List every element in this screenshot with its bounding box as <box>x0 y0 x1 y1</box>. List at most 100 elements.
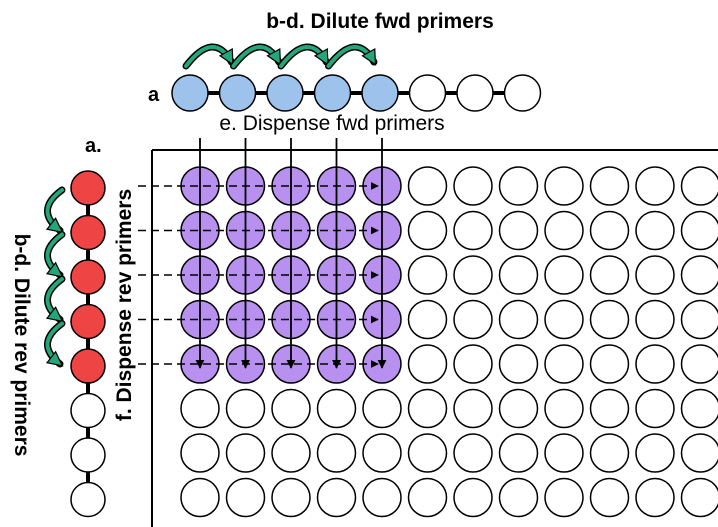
rev-strip-tube <box>70 214 106 251</box>
rev-strip-label: a. <box>85 135 102 157</box>
rev-strip-tube <box>70 481 106 518</box>
fwd-dilute-title: b-d. Dilute fwd primers <box>266 10 494 33</box>
plate-well <box>544 433 584 473</box>
dispense-lines <box>138 138 387 369</box>
plate-well <box>453 299 493 340</box>
plate-well <box>498 344 539 384</box>
rev-dilution-arrows <box>44 186 66 368</box>
rev-strip-tube <box>70 392 106 429</box>
plate-well <box>498 477 539 518</box>
plate-well <box>589 299 630 340</box>
plate-well <box>635 344 675 384</box>
plate-well <box>544 210 584 251</box>
fwd-strip-tube <box>313 74 352 112</box>
plate-well <box>225 433 266 473</box>
plate-well <box>635 477 675 518</box>
plate-well <box>316 388 357 429</box>
plate-well <box>362 388 402 429</box>
plate-well <box>498 299 539 340</box>
plate-well <box>453 210 493 251</box>
fwd-strip-tube <box>266 74 304 112</box>
rev-primer-strip <box>70 170 106 518</box>
plate-well <box>544 299 584 340</box>
plate-well <box>407 299 448 340</box>
rev-strip-tube <box>70 303 106 340</box>
plate-well <box>180 477 220 518</box>
rev-strip-tube <box>70 259 106 295</box>
plate-well <box>589 255 630 295</box>
plate-well <box>544 388 584 429</box>
plate-well <box>635 388 675 429</box>
dispense-rev-label: f. Dispense rev primers <box>113 189 136 421</box>
rev-dilution-arrow <box>44 275 66 323</box>
plate-well <box>680 388 718 429</box>
plate-well <box>498 210 539 251</box>
fwd-strip-tube <box>218 74 257 112</box>
plate-well <box>680 433 718 473</box>
plate-well <box>498 433 539 473</box>
plate-well <box>589 477 630 518</box>
rev-strip-tube <box>70 348 106 384</box>
fwd-dilution-arrow <box>325 43 378 70</box>
plate-well <box>407 433 448 473</box>
fwd-strip-tube <box>361 74 399 112</box>
plate-well <box>362 433 402 473</box>
fwd-dilution-arrow <box>277 43 330 70</box>
plate-well <box>680 255 718 295</box>
plate-well <box>453 477 493 518</box>
plate-well <box>271 388 311 429</box>
plate-well <box>589 344 630 384</box>
plate-wells <box>180 166 718 518</box>
plate-well <box>225 477 266 518</box>
plate-well <box>316 477 357 518</box>
plate-well <box>635 255 675 295</box>
plate-well <box>453 166 493 206</box>
plate-well <box>635 166 675 206</box>
fwd-primer-strip <box>171 74 542 112</box>
plate-well <box>453 255 493 295</box>
rev-dilution-arrow <box>44 186 66 234</box>
plate-well <box>271 477 311 518</box>
plate-well <box>635 299 675 340</box>
plate-well <box>589 210 630 251</box>
rev-dilution-arrow <box>44 320 66 368</box>
fwd-strip-tube <box>503 74 542 112</box>
plate-well <box>680 166 718 206</box>
plate-well <box>498 255 539 295</box>
plate-well <box>407 166 448 206</box>
plate-well <box>453 344 493 384</box>
plate-well <box>180 433 220 473</box>
rev-dilution-arrow <box>44 231 66 279</box>
fwd-strip-tube <box>456 74 494 112</box>
plate-well <box>453 433 493 473</box>
plate-well <box>407 255 448 295</box>
fwd-strip-tube <box>408 74 447 112</box>
plate-well <box>407 477 448 518</box>
plate-well <box>407 344 448 384</box>
plate-well <box>680 477 718 518</box>
plate-well <box>225 388 266 429</box>
plate-well <box>589 433 630 473</box>
fwd-strip-label: a <box>148 84 160 106</box>
plate-well <box>544 166 584 206</box>
plate-well <box>680 299 718 340</box>
plate-well <box>453 388 493 429</box>
rev-dilute-title: b-d. Dilute rev primers <box>10 234 33 457</box>
plate-well <box>544 255 584 295</box>
plate-well <box>680 210 718 251</box>
fwd-strip-tube <box>171 74 209 112</box>
plate-well <box>362 477 402 518</box>
plate-well <box>544 344 584 384</box>
fwd-dilution-arrow <box>230 43 283 70</box>
plate-well <box>589 388 630 429</box>
fwd-dilution-arrow <box>182 43 235 70</box>
plate-well <box>635 433 675 473</box>
plate-well <box>407 388 448 429</box>
rev-strip-tube <box>70 437 106 473</box>
fwd-dilution-arrows <box>182 43 378 70</box>
plate-well <box>498 388 539 429</box>
dispense-fwd-label: e. Dispense fwd primers <box>219 112 444 135</box>
plate-well <box>271 433 311 473</box>
plate-well <box>589 166 630 206</box>
